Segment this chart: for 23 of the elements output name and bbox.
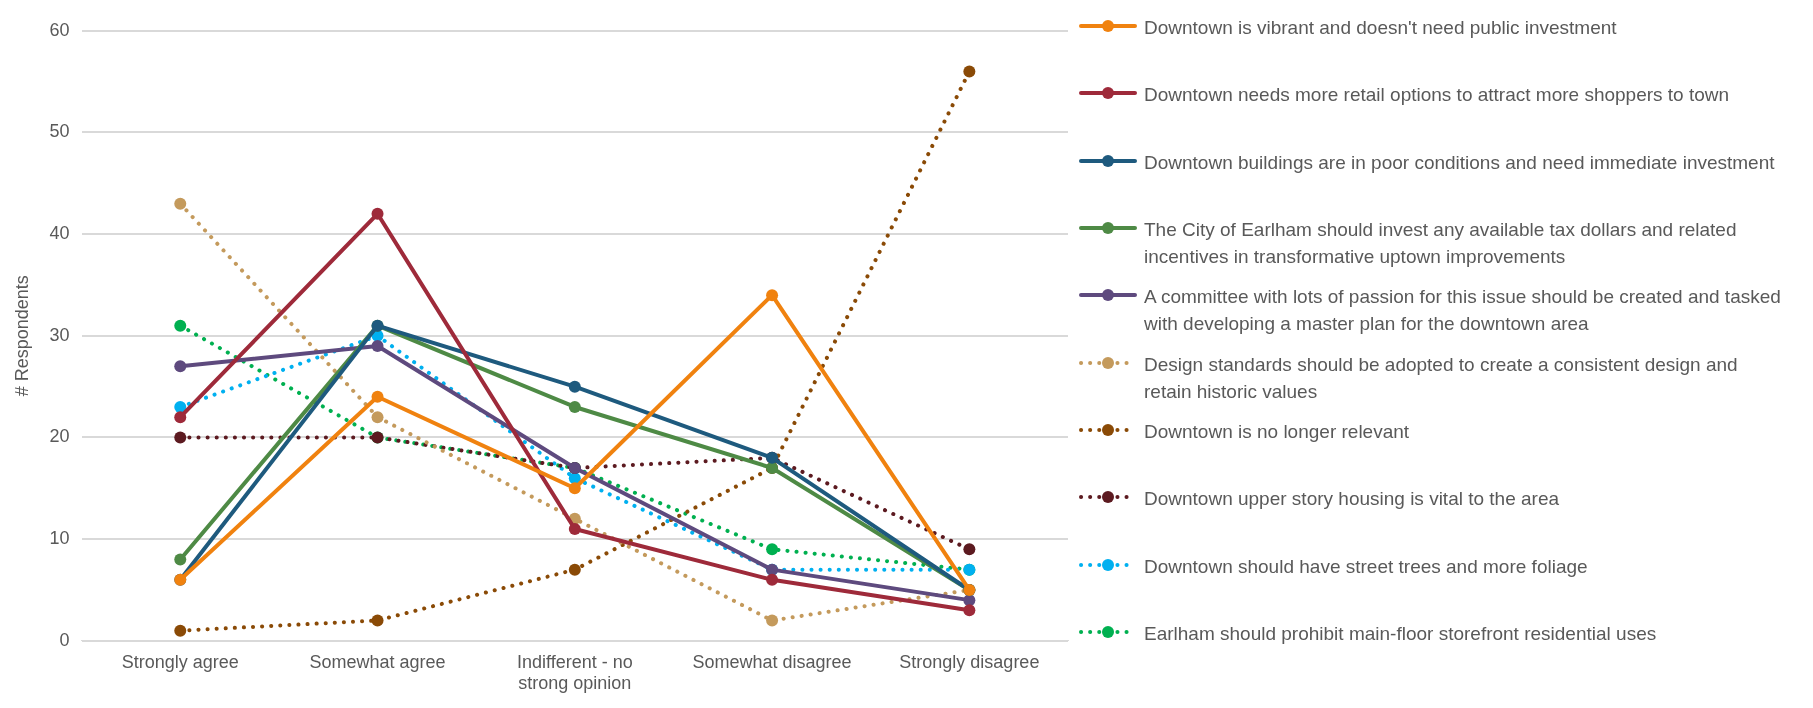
x-tick-label: Indifferent - no strong opinion	[516, 651, 633, 694]
x-tick-label: Strongly disagree	[899, 651, 1040, 672]
y-tick-label: 40	[49, 223, 70, 244]
legend-label: Design standards should be adopted to create a consistent design and retain historic values	[1144, 352, 1739, 404]
x-tick-label: Somewhat disagree	[692, 651, 852, 672]
legend-label: Downtown should have street trees and more foliage	[1144, 554, 1588, 579]
legend-label: Downtown is no longer relevant	[1144, 419, 1410, 444]
x-tick-label: Strongly agree	[121, 651, 239, 672]
y-tick-label: 30	[49, 324, 70, 345]
legend-label: A committee with lots of passion for this issue should be created and tasked with developing a master plan for the downtown area	[1144, 285, 1782, 337]
legend-label: Downtown is vibrant and doesn't need public investment	[1144, 16, 1617, 40]
y-tick-label: 0	[59, 629, 70, 650]
legend-label: Downtown needs more retail options to attract more shoppers to town	[1144, 83, 1730, 108]
y-tick-label: 10	[49, 528, 70, 549]
legend-label: Earlham should prohibit main-floor storefront residential uses	[1144, 621, 1657, 646]
y-tick-label: 20	[49, 426, 70, 447]
legend-label: Downtown buildings are in poor conditions and need immediate investment	[1144, 150, 1775, 175]
y-axis-title: # Respondents	[11, 275, 32, 397]
x-tick-label: Somewhat agree	[309, 651, 446, 672]
legend-label: Downtown upper story housing is vital to the area	[1144, 487, 1560, 512]
y-tick-label: 50	[49, 121, 70, 142]
y-tick-label: 60	[49, 19, 70, 40]
legend-label: The City of Earlham should invest any available tax dollars and related incentives in transformative uptown improvements	[1144, 218, 1738, 269]
